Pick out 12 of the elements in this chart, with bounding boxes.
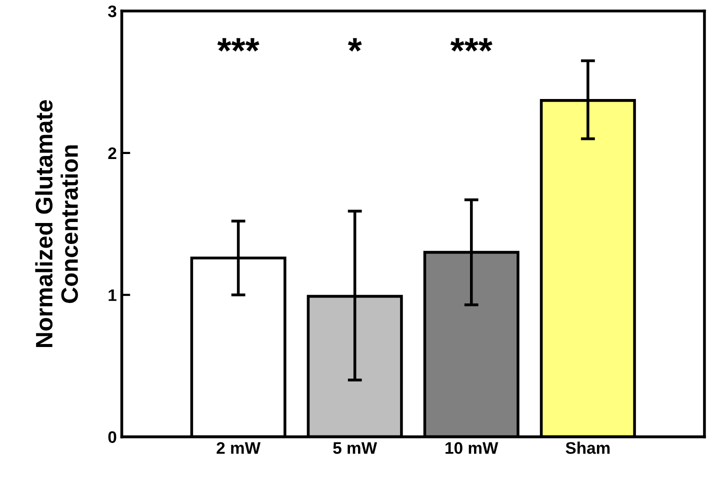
y-tick-label: 2 xyxy=(108,147,116,159)
annotation: *** xyxy=(217,38,260,52)
annotation: *** xyxy=(450,38,492,52)
x-tick-label: 2 mW xyxy=(216,442,261,454)
y-axis-title: Normalized Glutamate Concentration xyxy=(35,100,78,347)
annotation: * xyxy=(348,38,362,52)
y-tick-label: 1 xyxy=(108,289,116,301)
x-tick-label: 5 mW xyxy=(333,442,378,454)
y-tick-label: 0 xyxy=(108,431,116,444)
y-tick-label: 3 xyxy=(108,5,116,18)
x-tick-label: Sham xyxy=(566,442,610,454)
x-tick-label: 10 mW xyxy=(446,442,498,454)
